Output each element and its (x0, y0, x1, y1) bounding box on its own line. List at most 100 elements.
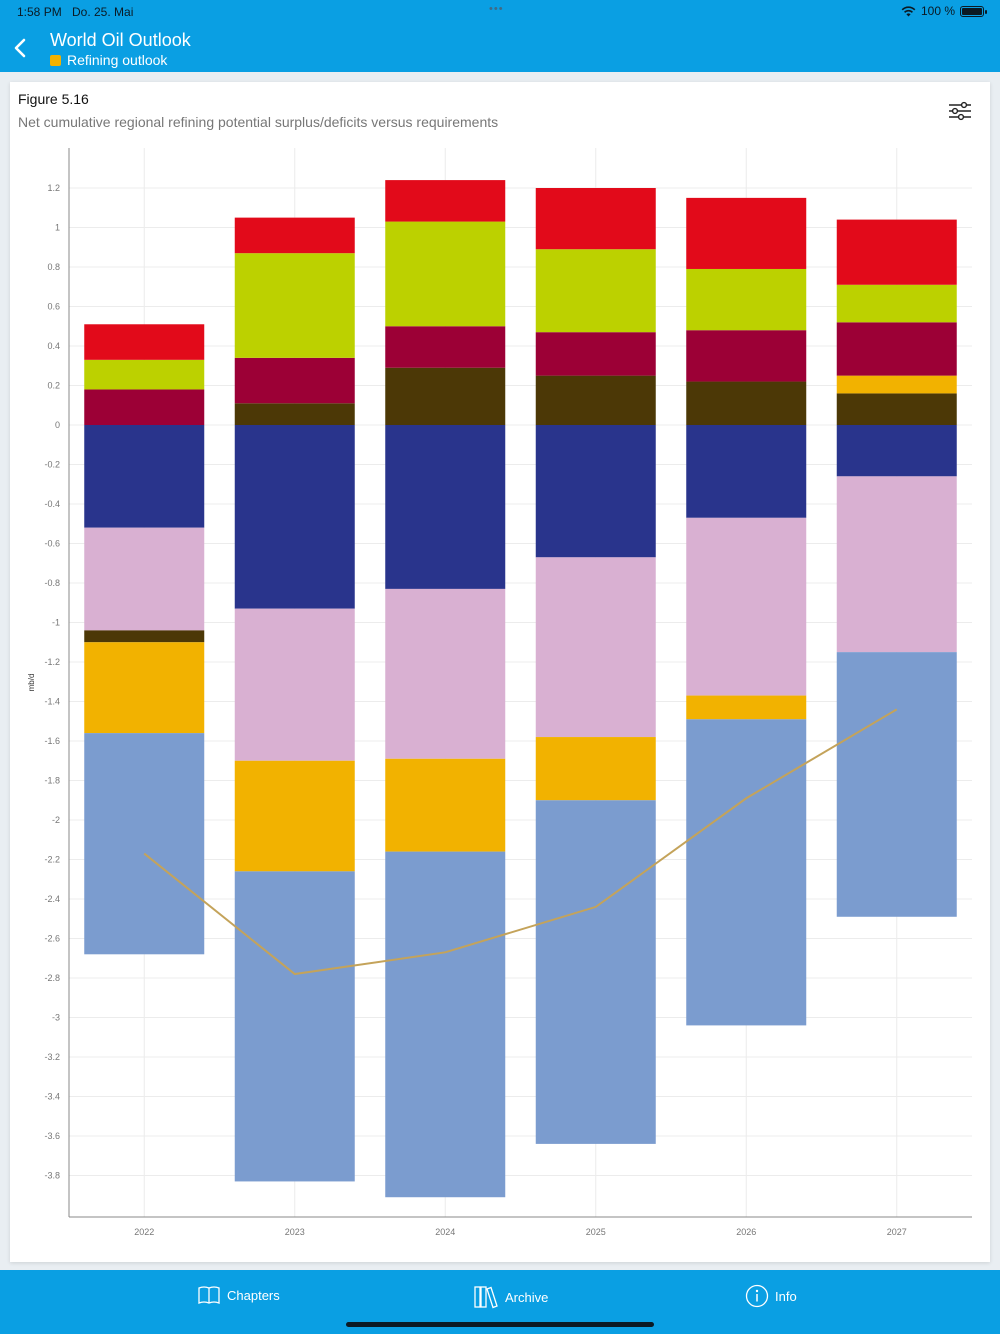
y-tick-label: 0.8 (47, 262, 60, 272)
bar-segment (84, 359, 205, 390)
bar-segment (84, 425, 205, 528)
figure-title: Figure 5.16 (18, 91, 89, 107)
battery-icon (960, 5, 987, 17)
battery-percent: 100 % (920, 4, 955, 18)
bar-segment (535, 188, 656, 250)
info-icon (745, 1284, 769, 1308)
y-tick-label: -2 (52, 815, 60, 825)
y-tick-label: -2.8 (44, 973, 60, 983)
y-tick-label: 0.6 (47, 302, 60, 312)
y-tick-label: -0.2 (44, 460, 60, 470)
y-tick-label: -3 (52, 1013, 60, 1023)
back-button[interactable] (8, 32, 36, 64)
bar-segment (234, 403, 355, 425)
tab-archive-label: Archive (505, 1289, 549, 1305)
bar-segment (836, 652, 957, 917)
tab-chapters[interactable]: Chapters (197, 1284, 280, 1306)
y-tick-label: -3.2 (44, 1052, 60, 1062)
y-tick-label: 0.2 (47, 381, 60, 391)
figure-card: 1.2 1 0.8 0.6 0.4 0.2 0 -0.2 -0.4 -0.6 -0.8 -1 -1.2 -… (10, 82, 990, 1262)
bar-segment (84, 527, 205, 631)
y-tick-label: -1.2 (44, 657, 60, 667)
bar-segment (686, 695, 807, 720)
bar-segment (385, 425, 506, 589)
bar-segment (84, 324, 205, 360)
y-tick-label: 0.4 (47, 341, 60, 351)
status-right: 100 % (901, 4, 987, 18)
chevron-left-icon (14, 38, 26, 58)
home-indicator (346, 1322, 654, 1327)
bar-segment (836, 375, 957, 394)
tab-bar: Chapters Archive Info (0, 1270, 1000, 1334)
bar-segment (836, 284, 957, 323)
y-tick-label: -3.4 (44, 1092, 60, 1102)
bar-segment (686, 719, 807, 1026)
bar-segment (84, 630, 205, 643)
bar-segment (234, 871, 355, 1182)
tab-chapters-label: Chapters (227, 1287, 280, 1303)
bar-segment (385, 588, 506, 759)
archive-books-icon (474, 1286, 498, 1309)
nav-title: World Oil Outlook (50, 30, 191, 50)
bar-segment (234, 760, 355, 872)
bar-segment (686, 268, 807, 331)
bar-segment (686, 197, 807, 269)
bar-segment (234, 253, 355, 358)
bar-segment (385, 758, 506, 852)
book-icon (198, 1286, 220, 1304)
y-tick-label: -1 (52, 618, 60, 628)
y-tick-label: -2.4 (44, 894, 60, 904)
bar-segment (686, 425, 807, 518)
bar-segment (385, 326, 506, 368)
bar-segment (535, 425, 656, 558)
figure-subtitle: Net cumulative regional refining potenti… (18, 114, 499, 130)
filter-settings-icon[interactable] (946, 100, 974, 124)
y-tick-label: -0.4 (44, 499, 60, 509)
tab-info[interactable]: Info (745, 1284, 797, 1308)
x-tick-label: 2024 (435, 1227, 455, 1237)
line-series (143, 708, 898, 976)
bar-segment (686, 381, 807, 425)
y-tick-label: 0 (55, 420, 60, 430)
bar-segment (385, 367, 506, 425)
bar-segment (836, 322, 957, 376)
bar-segment (686, 517, 807, 696)
wifi-icon (901, 5, 916, 16)
bar-segment (234, 357, 355, 404)
x-tick-label: 2022 (134, 1227, 154, 1237)
y-tick-label: -1.4 (44, 697, 60, 707)
bar-segment (385, 221, 506, 327)
y-tick-label: -0.8 (44, 578, 60, 588)
y-tick-label: -0.6 (44, 539, 60, 549)
bar-segment (535, 800, 656, 1144)
bar-segment (385, 180, 506, 222)
x-tick-label: 2026 (736, 1227, 756, 1237)
y-tick-label: -2.6 (44, 934, 60, 944)
stacked-bar-chart: 1.2 1 0.8 0.6 0.4 0.2 0 -0.2 -0.4 -0.6 -0.8 -1 -1.2 -… (27, 148, 972, 1237)
bar-segment (836, 476, 957, 653)
multitasking-dots-icon[interactable]: ••• (489, 3, 504, 15)
chapter-label: Refining outlook (67, 52, 168, 68)
bar-segment (535, 249, 656, 333)
status-bar: 1:58 PM Do. 25. Mai ••• 100 % (0, 0, 1000, 24)
bar-segment (535, 332, 656, 376)
bar-segment (84, 389, 205, 425)
nav-subtitle: Refining outlook (50, 52, 167, 68)
bar-segment (84, 642, 205, 734)
y-tick-label: 1.2 (47, 183, 60, 193)
tab-info-label: Info (775, 1288, 797, 1304)
y-axis-label: mb/d (27, 674, 36, 692)
bar-segment (234, 425, 355, 609)
bar-segment (836, 425, 957, 477)
status-time: 1:58 PM (17, 5, 62, 19)
chapter-color-swatch (50, 54, 61, 66)
bar-segment (535, 557, 656, 738)
x-tick-label: 2027 (887, 1227, 907, 1237)
bar-segment (686, 330, 807, 382)
bar-segment (385, 851, 506, 1198)
bar-segment (535, 737, 656, 801)
y-tick-label: 1 (55, 223, 60, 233)
tab-archive[interactable]: Archive (473, 1284, 548, 1310)
status-date: Do. 25. Mai (72, 5, 134, 19)
nav-bar: World Oil Outlook Refining outlook (0, 24, 1000, 72)
